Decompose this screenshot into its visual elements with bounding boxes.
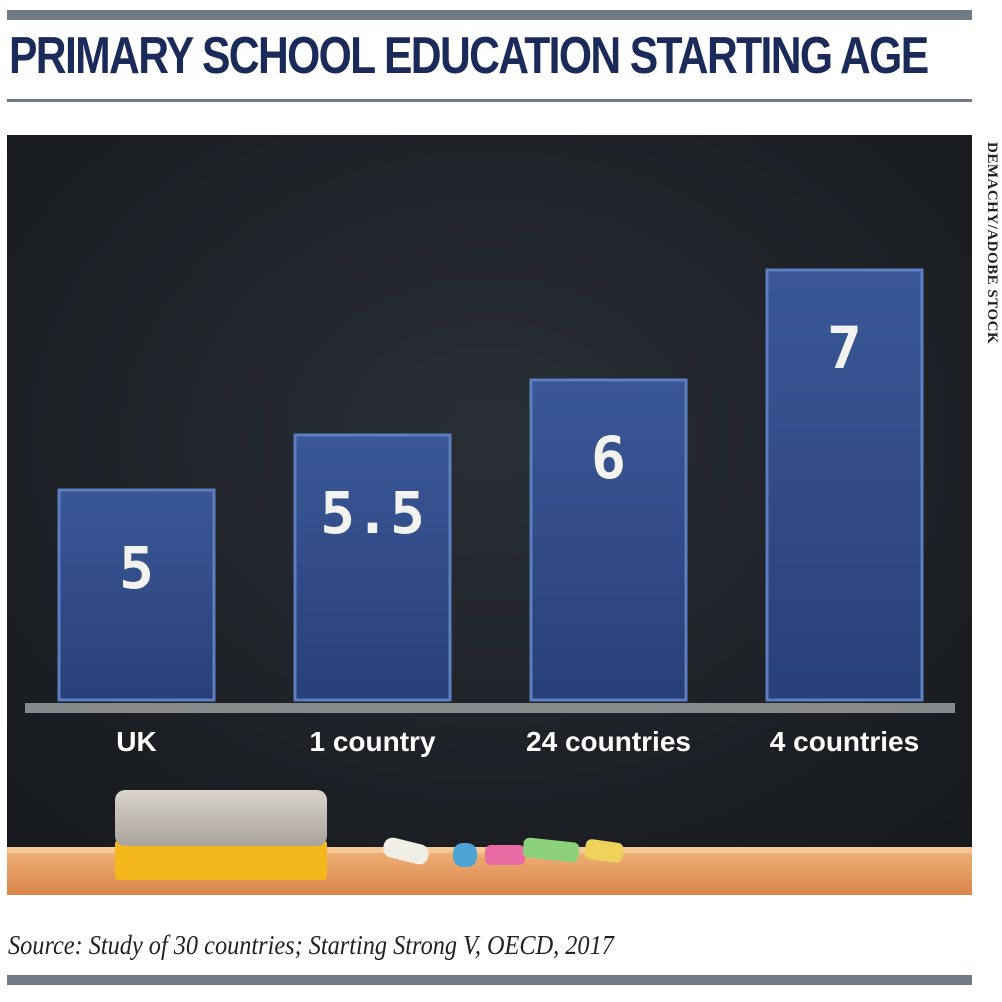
- chalk-baseline: [25, 703, 955, 713]
- category-label: 4 countries: [770, 726, 919, 757]
- bar-4-countries: [765, 268, 924, 702]
- bar-value-label: 5.5: [320, 479, 425, 547]
- bottom-rule: [7, 975, 972, 985]
- chalkboard-chart: 5 5.5 6 7 UK 1 country 24 countries 4 countrie…: [7, 135, 972, 895]
- source-note: Source: Study of 30 countries; Starting …: [8, 930, 614, 960]
- eraser: [115, 790, 327, 880]
- category-label: 24 countries: [526, 726, 691, 757]
- photo-credit: DEMACHY/ADOBE STOCK: [984, 142, 1000, 345]
- chalk-pieces: [383, 837, 624, 867]
- top-rule: [7, 10, 972, 20]
- category-label: 1 country: [309, 726, 435, 757]
- bar-uk: [57, 488, 216, 702]
- bar-value-label: 5: [119, 534, 154, 602]
- title-rule: [7, 99, 972, 102]
- bar-value-label: 6: [591, 424, 626, 492]
- bar-1-country: [293, 433, 452, 702]
- category-label: UK: [116, 726, 156, 757]
- bar-value-label: 7: [827, 314, 862, 382]
- chart-title: PRIMARY SCHOOL EDUCATION STARTING AGE: [9, 27, 929, 85]
- bar-24-countries: [529, 378, 688, 702]
